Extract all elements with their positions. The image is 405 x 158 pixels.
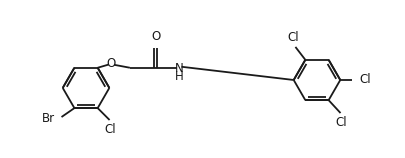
Text: Cl: Cl [287, 31, 298, 44]
Text: O: O [151, 30, 160, 43]
Text: N: N [175, 62, 183, 75]
Text: Cl: Cl [335, 116, 347, 129]
Text: O: O [106, 57, 115, 70]
Text: Cl: Cl [104, 123, 116, 137]
Text: Cl: Cl [358, 73, 370, 86]
Text: H: H [175, 70, 183, 83]
Text: Br: Br [41, 112, 54, 125]
